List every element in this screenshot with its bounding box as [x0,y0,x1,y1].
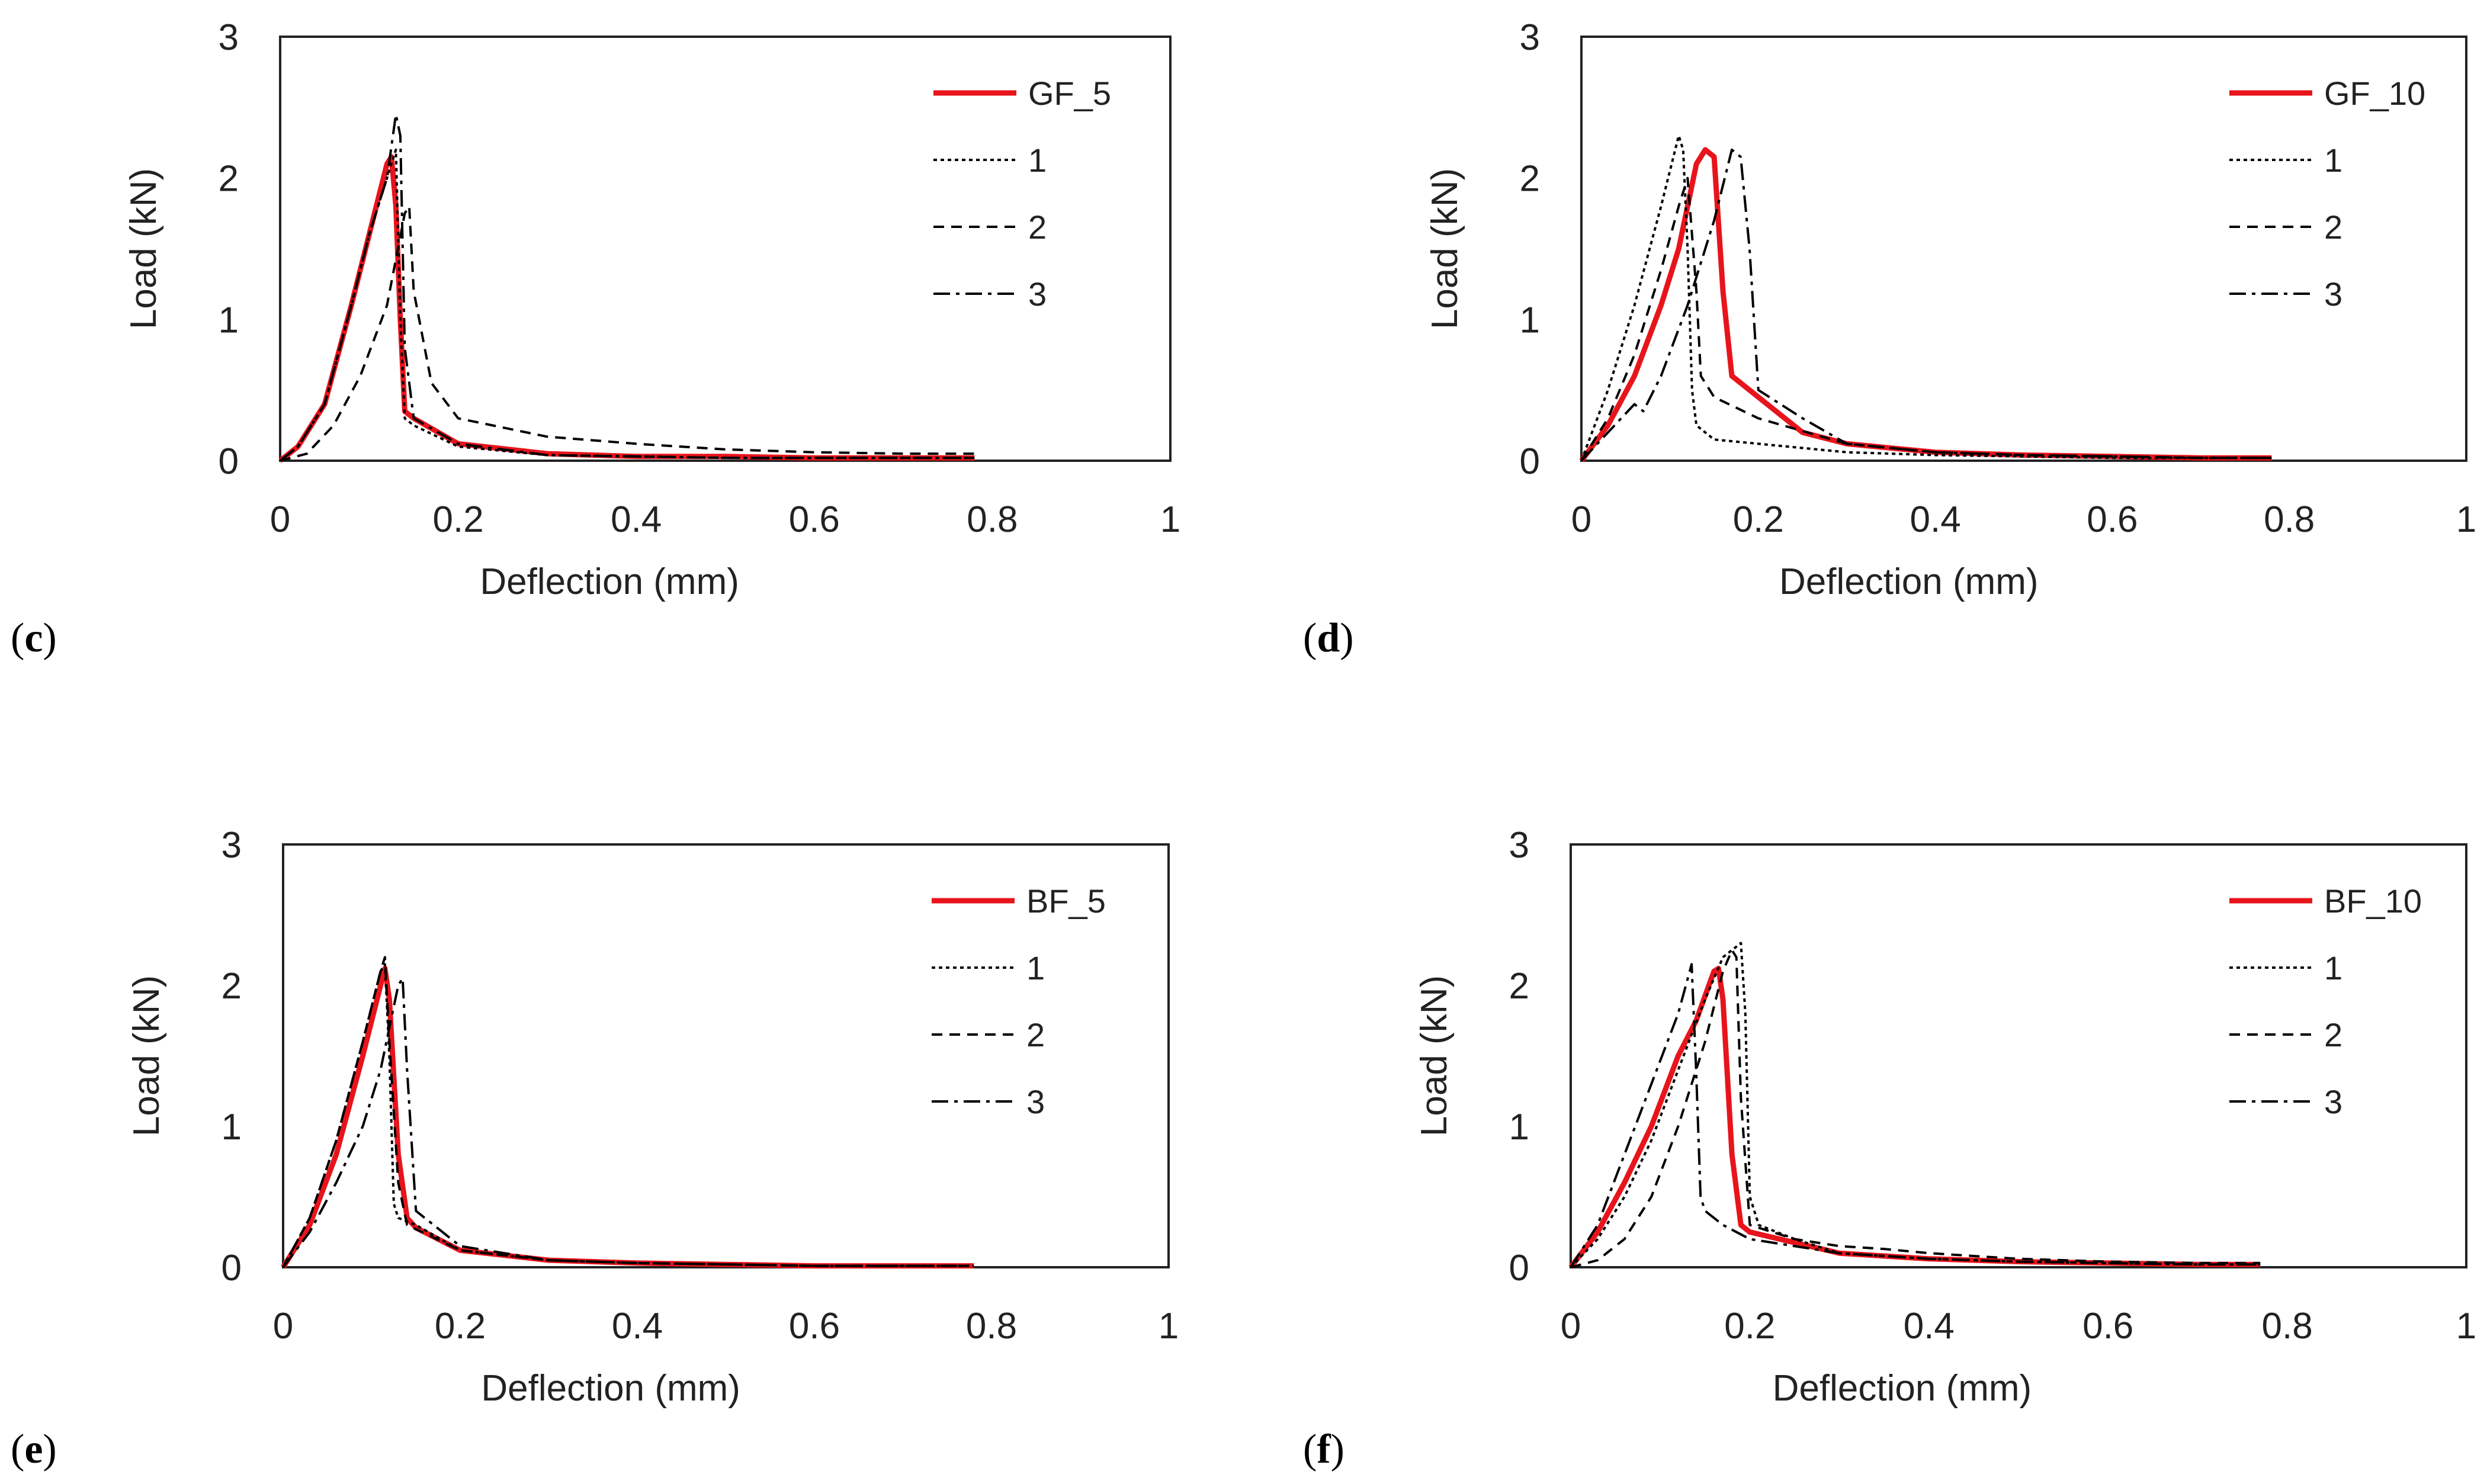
y-tick-label: 3 [222,825,242,866]
y-tick-label: 1 [222,1107,242,1148]
panel-d: 0 0.2 0.4 0.6 0.8 1 0 1 2 3 Deflection (mm) Load (k… [1303,17,2476,661]
y-tick-label: 1 [219,300,239,341]
y-axis-title: Load (kN) [1414,975,1455,1136]
plot-frame [282,843,1170,1268]
plot-frame [1570,843,2467,1268]
x-tick-label: 0.6 [2087,499,2138,540]
x-tick-label: 0.2 [1724,1306,1775,1347]
y-axis-title: Load (kN) [1424,168,1465,329]
x-tick-label: 0.6 [789,1306,840,1347]
y-tick-label: 0 [1509,1248,1529,1289]
legend-label: BF_5 [1026,882,1106,920]
y-tick-label: 3 [1520,17,1540,58]
panel-e: 0 0.2 0.4 0.6 0.8 1 0 1 2 3 Deflection (mm) Load (k… [11,825,1179,1472]
legend-label: 1 [1028,142,1047,179]
y-tick-label: 1 [1509,1107,1529,1148]
x-tick-label: 0.4 [612,1306,663,1347]
series-line-1 [1570,942,2261,1268]
legend-label: 2 [2324,1016,2342,1053]
panel-label: (c) [11,615,57,661]
series-line-2 [280,205,975,462]
legend-label: GF_5 [1028,75,1111,112]
panel-letter: c [24,615,43,661]
series-line-3 [279,113,975,462]
legend-label: 3 [2324,1083,2342,1120]
x-tick-label: 1 [2456,1306,2476,1347]
x-tick-label: 1 [1159,1306,1179,1347]
series-line-3 [282,977,974,1268]
legend-label: 3 [2324,275,2342,313]
legend-label: 1 [2324,142,2342,179]
panel-letter: e [24,1427,43,1472]
legend-label: 1 [2324,949,2342,987]
legend-label: GF_10 [2324,75,2425,112]
x-axis-title: Deflection (mm) [480,561,739,602]
panel-c: 0 0.2 0.4 0.6 0.8 1 0 1 2 3 Deflection (mm) Load (k… [11,17,1180,661]
x-tick-label: 0.6 [789,499,840,540]
legend-label: 1 [1026,949,1045,987]
x-tick-label: 0.2 [432,499,483,540]
x-tick-label: 0 [1561,1306,1581,1347]
x-tick-label: 0.8 [2264,499,2315,540]
y-tick-label: 0 [219,441,239,482]
panel-letter: f [1317,1427,1331,1472]
panel-label: (e) [11,1427,57,1472]
x-tick-label: 0 [270,499,290,540]
panel-label: (f) [1303,1427,1344,1472]
x-tick-label: 0 [273,1306,293,1347]
x-tick-label: 0.6 [2082,1306,2133,1347]
y-tick-label: 2 [219,159,239,200]
y-tick-label: 2 [1509,966,1529,1007]
y-tick-label: 3 [1509,825,1529,866]
y-tick-label: 2 [222,966,242,1007]
y-tick-label: 3 [219,17,239,58]
y-tick-label: 1 [1520,300,1540,341]
legend-label: 2 [2324,208,2342,246]
y-tick-label: 0 [1520,441,1540,482]
series-line-3 [1570,963,2261,1268]
series-line-2 [1570,949,2261,1268]
x-axis-title: Deflection (mm) [481,1368,740,1409]
series-line-2 [282,956,974,1268]
x-tick-label: 0.4 [611,499,662,540]
legend-label: 3 [1028,275,1047,313]
x-axis-title: Deflection (mm) [1773,1368,2032,1409]
x-tick-label: 0.8 [2261,1306,2312,1347]
series-line-1 [279,148,975,462]
x-tick-label: 1 [2456,499,2476,540]
y-tick-label: 2 [1520,159,1540,200]
x-tick-label: 0.4 [1904,1306,1955,1347]
legend-label: BF_10 [2324,882,2422,920]
plot-frame [1580,36,2467,462]
y-axis-title: Load (kN) [126,975,167,1136]
x-tick-label: 0 [1571,499,1591,540]
x-tick-label: 0.2 [435,1306,486,1347]
plot-frame [279,36,1172,462]
x-tick-label: 0.8 [966,1306,1017,1347]
legend-label: 3 [1026,1083,1045,1120]
panel-label: (d) [1303,615,1354,661]
y-tick-label: 0 [222,1248,242,1289]
y-axis-title: Load (kN) [123,168,164,329]
panel-f: 0 0.2 0.4 0.6 0.8 1 0 1 2 3 Deflection (mm) Load (k… [1303,825,2476,1472]
legend-label: 2 [1028,208,1047,246]
legend-label: 2 [1026,1016,1045,1053]
x-tick-label: 1 [1160,499,1180,540]
x-tick-label: 0.2 [1733,499,1784,540]
x-tick-label: 0.4 [1910,499,1960,540]
x-axis-title: Deflection (mm) [1779,561,2039,602]
series-line-3 [1580,148,2272,462]
panel-letter: d [1317,615,1340,661]
x-tick-label: 0.8 [967,499,1018,540]
